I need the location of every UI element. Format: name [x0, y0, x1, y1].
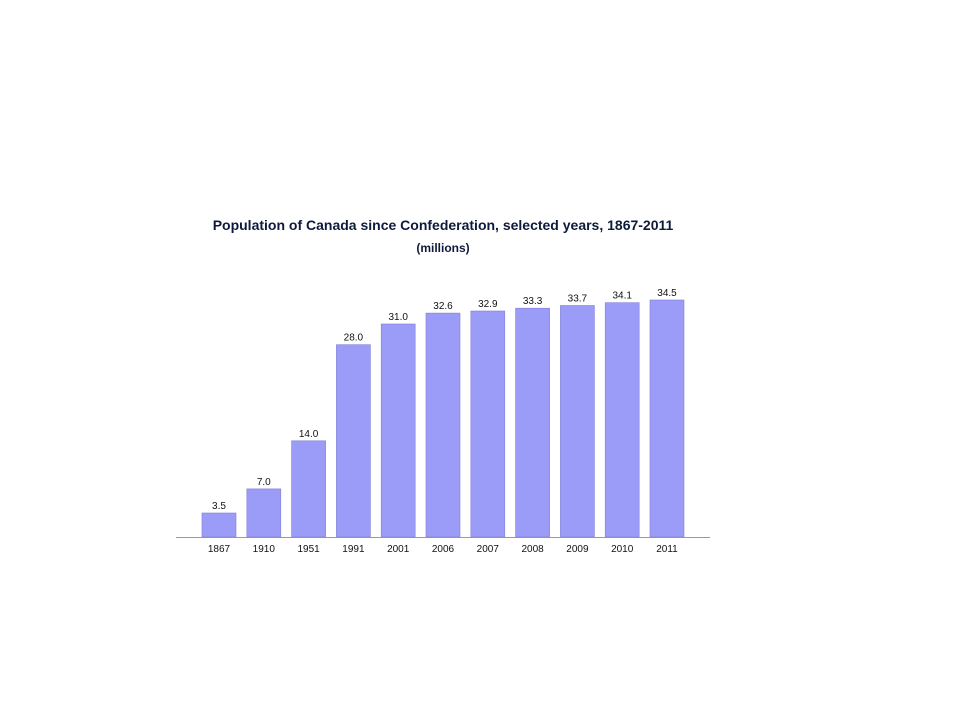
data-label-2010: 34.1 [612, 291, 632, 302]
data-label-2011: 34.5 [657, 288, 677, 299]
data-label-2008: 33.3 [523, 296, 543, 307]
data-label-1867: 3.5 [212, 501, 226, 512]
data-label-2007: 32.9 [478, 299, 498, 310]
data-label-2001: 31.0 [388, 312, 408, 323]
x-tick-label-2007: 2007 [477, 544, 500, 555]
data-label-2009: 33.7 [568, 294, 588, 305]
x-tick-label-2011: 2011 [656, 544, 678, 555]
bar-2001 [380, 323, 416, 538]
x-tick-label-1910: 1910 [253, 544, 276, 555]
bar-1951 [291, 440, 326, 538]
bar-2011 [649, 299, 685, 538]
data-label-2006: 32.6 [433, 301, 453, 312]
bar-1991 [336, 344, 371, 538]
x-tick-label-1951: 1951 [297, 544, 320, 555]
x-tick-label-2006: 2006 [432, 544, 455, 555]
data-label-1951: 14.0 [299, 429, 319, 440]
bar-2007 [470, 310, 506, 538]
x-tick-label-2010: 2010 [611, 544, 634, 555]
bar-1910 [246, 488, 282, 538]
bar-2009 [560, 305, 595, 538]
x-tick-label-1867: 1867 [208, 544, 231, 555]
chart-subtitle: (millions) [416, 241, 470, 255]
bar-1867 [201, 512, 237, 538]
bar-2010 [604, 302, 640, 538]
bar-2008 [515, 307, 550, 538]
data-label-1910: 7.0 [257, 477, 271, 488]
x-tick-label-2008: 2008 [521, 544, 544, 555]
data-label-1991: 28.0 [344, 333, 364, 344]
chart-title: Population of Canada since Confederation… [212, 217, 674, 233]
x-tick-label-2009: 2009 [566, 544, 589, 555]
bar-2006 [425, 312, 461, 538]
x-tick-label-2001: 2001 [387, 544, 410, 555]
x-tick-label-1991: 1991 [342, 544, 365, 555]
